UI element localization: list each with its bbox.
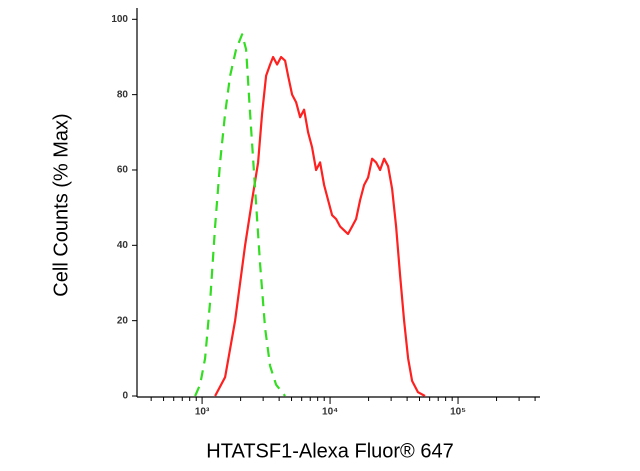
y-tick-label: 60 [117,165,129,176]
y-tick-label: 80 [117,89,129,100]
x-tick-label: 10³ [195,407,210,418]
y-tick-label: 0 [122,391,128,402]
y-axis-title: Cell Counts (% Max) [50,113,72,296]
histogram-line [194,33,286,397]
y-tick-label: 100 [111,14,128,25]
x-tick-label: 10⁵ [450,407,466,418]
y-tick-label: 20 [117,315,129,326]
x-tick-label: 10⁴ [322,407,338,418]
x-axis-title: HTATSF1-Alexa Fluor® 647 [206,440,453,462]
histogram-line [214,55,426,397]
y-tick-label: 40 [117,240,129,251]
